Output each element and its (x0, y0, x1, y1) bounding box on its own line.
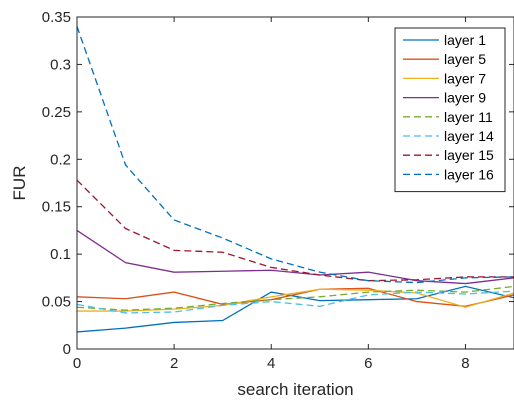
legend-box (394, 27, 506, 193)
y-tick-label: 0 (63, 341, 71, 358)
series-line-layer-14 (76, 290, 514, 314)
x-tick-label: 4 (267, 355, 275, 372)
legend-label-layer-9: layer 9 (444, 90, 486, 106)
series-line-layer-11 (76, 285, 514, 311)
legend-label-layer-16: layer 16 (444, 166, 494, 182)
x-tick-label: 0 (73, 355, 81, 372)
x-axis-label: search iteration (237, 380, 353, 399)
y-tick-label: 0.35 (42, 9, 71, 26)
y-tick-label: 0.25 (42, 104, 71, 121)
legend-label-layer-1: layer 1 (444, 32, 486, 48)
y-axis-label: FUR (10, 166, 29, 201)
series-group (76, 26, 514, 333)
legend-label-layer-5: layer 5 (444, 51, 486, 67)
legend-label-layer-15: layer 15 (444, 147, 494, 163)
legend-label-layer-7: layer 7 (444, 70, 486, 86)
y-tick-label: 0.15 (42, 199, 71, 216)
legend-label-layer-14: layer 14 (444, 128, 494, 144)
series-line-layer-7 (77, 288, 514, 312)
y-tick-label: 0.1 (50, 246, 71, 263)
x-axis-ticks: 0 2 4 6 8 (73, 17, 470, 372)
x-tick-label: 8 (461, 355, 469, 372)
series-line-layer-9 (76, 229, 514, 285)
x-tick-label: 2 (170, 355, 178, 372)
y-tick-label: 0.05 (42, 294, 71, 311)
legend-label-layer-11: layer 11 (444, 109, 493, 125)
series-line-layer-5 (76, 287, 514, 307)
series-line-layer-15 (76, 179, 514, 282)
series-line-layer-16 (76, 26, 514, 284)
y-tick-label: 0.3 (50, 56, 71, 73)
x-tick-label: 6 (364, 355, 372, 372)
legend: layer 1 layer 5 layer 7 layer 9 layer 11 laye… (394, 27, 506, 193)
axes-box (76, 16, 514, 350)
y-axis-ticks: 0 0.05 0.1 0.15 0.2 0.25 0.3 0.35 (42, 9, 514, 358)
y-tick-label: 0.2 (50, 151, 71, 168)
